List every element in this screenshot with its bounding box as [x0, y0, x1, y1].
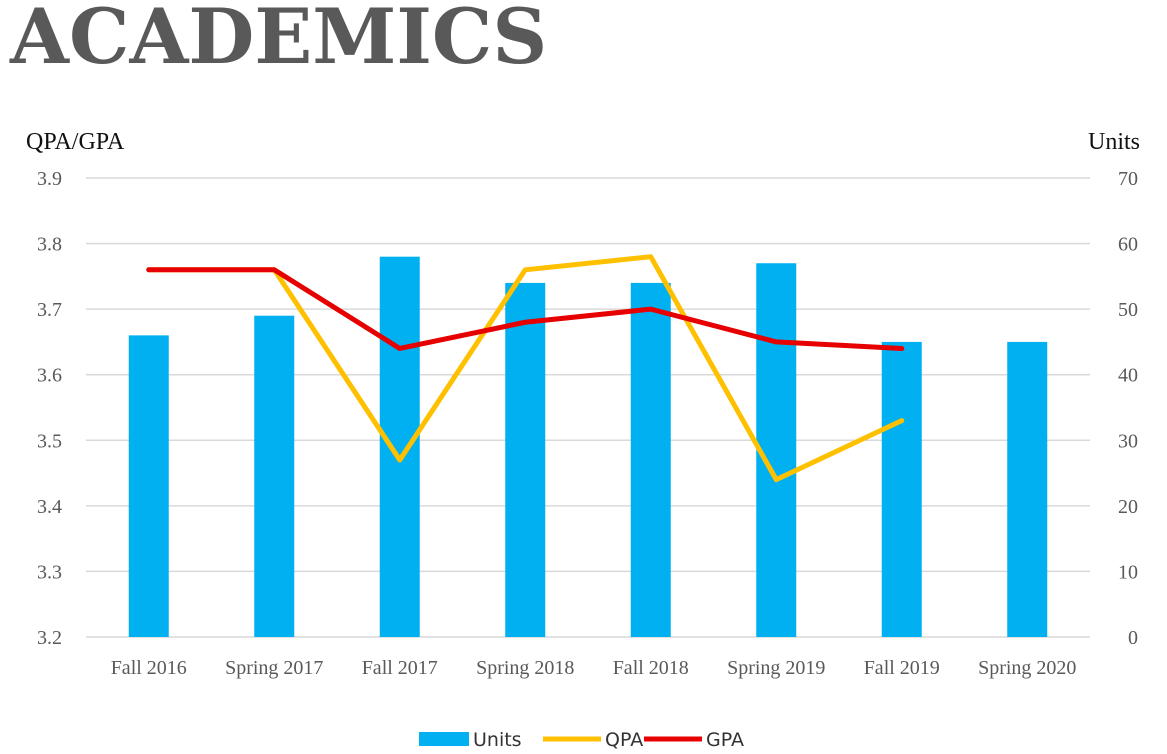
left-tick-label: 3.7	[37, 299, 62, 321]
legend-label: Units	[473, 729, 522, 751]
left-axis-title: QPA/GPA	[26, 129, 125, 155]
units-bar	[254, 315, 295, 637]
right-tick-label: 60	[1118, 234, 1138, 256]
right-axis-title: Units	[1088, 129, 1140, 155]
left-tick-label: 3.2	[37, 627, 62, 649]
left-tick-label: 3.4	[37, 496, 62, 518]
lines-layer	[146, 254, 905, 483]
right-tick-label: 10	[1118, 561, 1138, 583]
x-axis-ticks: Fall 2016 Spring 2017 Fall 2017 Spring 2018…	[111, 657, 1077, 679]
legend-label: GPA	[706, 729, 744, 751]
units-bar	[756, 263, 797, 637]
x-tick-label: Spring 2019	[727, 657, 825, 679]
gridlines	[86, 177, 1090, 638]
right-tick-label: 0	[1128, 627, 1138, 649]
x-tick-label: Spring 2017	[225, 657, 323, 679]
right-tick-label: 50	[1118, 299, 1138, 321]
legend-item-gpa: GPA	[644, 729, 744, 751]
units-bar	[881, 341, 922, 637]
x-tick-label: Spring 2020	[978, 657, 1076, 679]
left-tick-label: 3.6	[37, 365, 62, 387]
right-tick-label: 20	[1118, 496, 1138, 518]
right-axis-ticks: 0 10 20 30 40 50 60 70	[1118, 168, 1138, 649]
units-bar	[505, 282, 546, 637]
left-axis-ticks: 3.2 3.3 3.4 3.5 3.6 3.7 3.8 3.9	[37, 168, 62, 649]
x-tick-label: Fall 2017	[362, 657, 438, 679]
x-tick-label: Fall 2018	[613, 657, 689, 679]
page-title: ACADEMICS	[10, 0, 548, 81]
legend-swatch	[419, 732, 469, 746]
legend-label: QPA	[605, 729, 643, 751]
left-tick-label: 3.9	[37, 168, 62, 190]
units-bars	[128, 256, 1048, 637]
right-tick-label: 30	[1118, 430, 1138, 452]
legend: Units QPA GPA	[419, 729, 744, 751]
left-tick-label: 3.8	[37, 234, 62, 256]
units-bar	[128, 335, 169, 637]
units-bar	[379, 256, 420, 637]
left-tick-label: 3.5	[37, 430, 62, 452]
left-tick-label: 3.3	[37, 561, 62, 583]
gpa-line	[146, 267, 905, 351]
right-tick-label: 40	[1118, 365, 1138, 387]
right-tick-label: 70	[1118, 168, 1138, 190]
units-bar	[630, 282, 671, 637]
x-tick-label: Fall 2019	[864, 657, 940, 679]
legend-item-qpa: QPA	[543, 729, 643, 751]
x-tick-label: Fall 2016	[111, 657, 187, 679]
legend-item-units: Units	[419, 729, 522, 751]
units-bar	[1007, 341, 1048, 637]
x-tick-label: Spring 2018	[476, 657, 574, 679]
